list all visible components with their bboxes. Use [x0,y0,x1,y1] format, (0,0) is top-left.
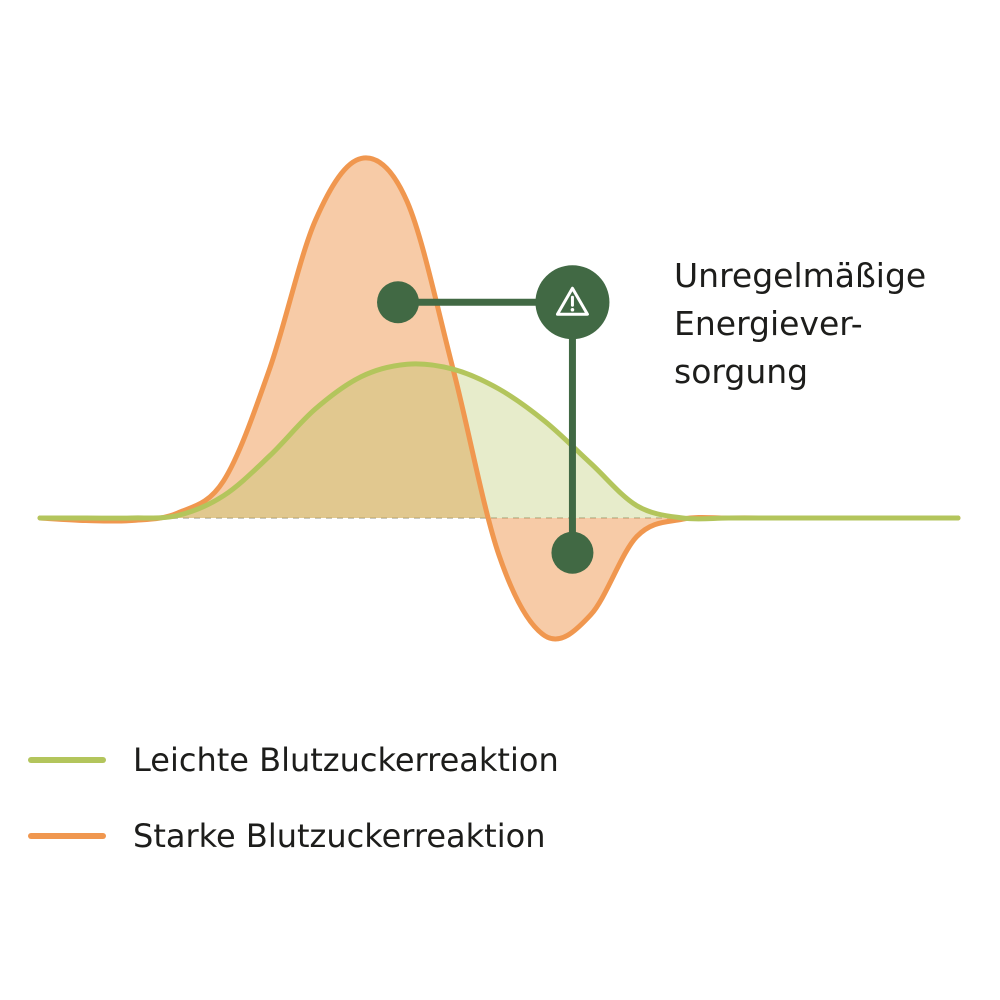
annotation-point-dip [551,531,594,574]
legend-item-starke: Starke Blutzuckerreaktion [28,798,559,874]
legend-swatch-leichte [28,757,106,763]
series-area-leichte [40,363,958,519]
series-area-starke [40,157,958,640]
legend-item-leichte: Leichte Blutzuckerreaktion [28,722,559,798]
annotation-text: Unregelmäßige Energiever- sorgung [674,252,994,396]
legend-label-leichte: Leichte Blutzuckerreaktion [133,741,559,779]
legend-swatch-starke [28,833,106,839]
series-areas [40,157,958,640]
annotation-marker-group [377,265,610,574]
series-lines [37,155,961,642]
series-line-leichte [37,361,961,522]
annotation-line-3: sorgung [674,352,809,391]
annotation-point-peak [377,281,420,324]
warning-icon-triangle [555,286,589,316]
legend: Leichte Blutzuckerreaktion Starke Blutzu… [28,722,559,874]
annotation-line-2: Energiever- [674,304,863,343]
warning-icon-dot [570,307,575,312]
legend-label-starke: Starke Blutzuckerreaktion [133,817,546,855]
warning-icon [555,286,589,316]
annotation-line-1: Unregelmäßige [674,256,927,295]
